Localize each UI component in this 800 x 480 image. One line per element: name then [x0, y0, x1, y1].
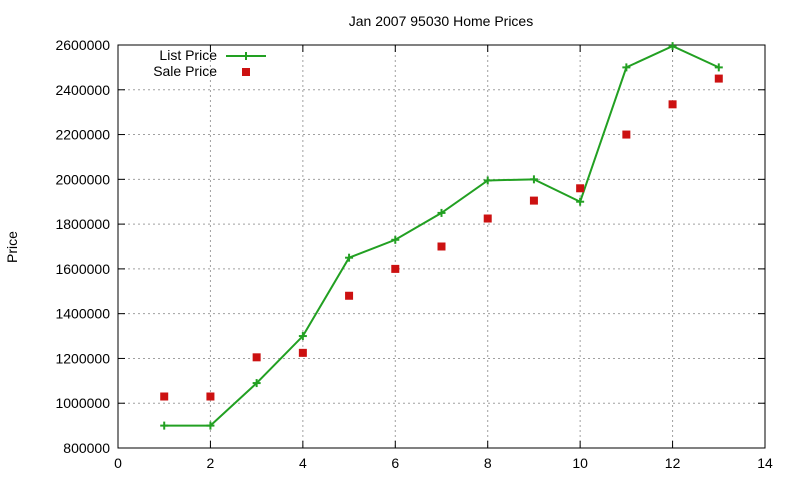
y-tick-label: 1800000: [55, 216, 110, 232]
list-price-point: [437, 208, 446, 217]
sale-price-point: [252, 353, 261, 362]
y-tick-label: 1000000: [55, 395, 110, 411]
y-tick-label: 1200000: [55, 350, 110, 366]
y-tick-labels: 800000 1000000 1200000 1400000 1600000 180000…: [55, 37, 110, 456]
y-tick-label: 2200000: [55, 127, 110, 143]
grid-lines: [118, 45, 765, 448]
x-tick-label: 0: [114, 455, 122, 471]
list-price-point: [529, 175, 538, 184]
sale-price-point: [391, 264, 400, 273]
list-price-point: [668, 42, 677, 51]
y-tick-label: 800000: [63, 440, 110, 456]
list-price-line: [164, 45, 720, 427]
sale-price-point: [714, 74, 723, 83]
axis-ticks: [117, 44, 766, 449]
list-price-point: [252, 379, 261, 388]
sale-price-point: [529, 196, 538, 205]
chart-title: Jan 2007 95030 Home Prices: [349, 13, 533, 29]
list-price-point: [483, 176, 492, 185]
sale-price-point: [668, 100, 677, 109]
sale-price-point: [206, 392, 215, 401]
series-list-price: [160, 42, 723, 430]
x-tick-labels: 0 2 4 6 8 10 12 14: [114, 455, 773, 471]
list-price-point: [576, 197, 585, 206]
list-price-point: [345, 253, 354, 262]
legend-square-sample: [242, 68, 250, 76]
legend-plus-sample: [242, 52, 250, 60]
y-axis-label: Price: [4, 231, 20, 263]
x-tick-label: 2: [207, 455, 215, 471]
legend: List Price Sale Price: [153, 47, 266, 79]
sale-price-point: [160, 392, 169, 401]
x-tick-label: 14: [757, 455, 773, 471]
series-sale-price: [160, 74, 723, 401]
x-tick-label: 4: [299, 455, 307, 471]
sale-price-point: [345, 291, 354, 300]
sale-price-point: [483, 214, 492, 223]
list-price-point: [714, 63, 723, 72]
sale-price-point: [622, 130, 631, 139]
x-tick-label: 12: [665, 455, 681, 471]
y-tick-label: 2600000: [55, 37, 110, 53]
x-tick-label: 10: [572, 455, 588, 471]
y-tick-label: 1600000: [55, 261, 110, 277]
list-price-point: [622, 63, 631, 72]
list-price-point: [391, 235, 400, 244]
x-tick-label: 8: [484, 455, 492, 471]
sale-price-point: [298, 348, 307, 357]
series: [160, 42, 723, 430]
y-tick-label: 2400000: [55, 82, 110, 98]
legend-marker-sale-price: [242, 68, 250, 76]
y-tick-label: 1400000: [55, 306, 110, 322]
list-price-point: [160, 421, 169, 430]
sale-price-point: [437, 242, 446, 251]
legend-label-sale-price: Sale Price: [153, 63, 217, 79]
sale-price-point: [576, 184, 585, 193]
list-price-point: [206, 421, 215, 430]
legend-marker-list-price: [226, 52, 266, 60]
y-tick-label: 2000000: [55, 171, 110, 187]
plot-frame: [117, 44, 766, 449]
x-tick-label: 6: [391, 455, 399, 471]
list-price-point: [298, 332, 307, 341]
legend-label-list-price: List Price: [159, 47, 217, 63]
